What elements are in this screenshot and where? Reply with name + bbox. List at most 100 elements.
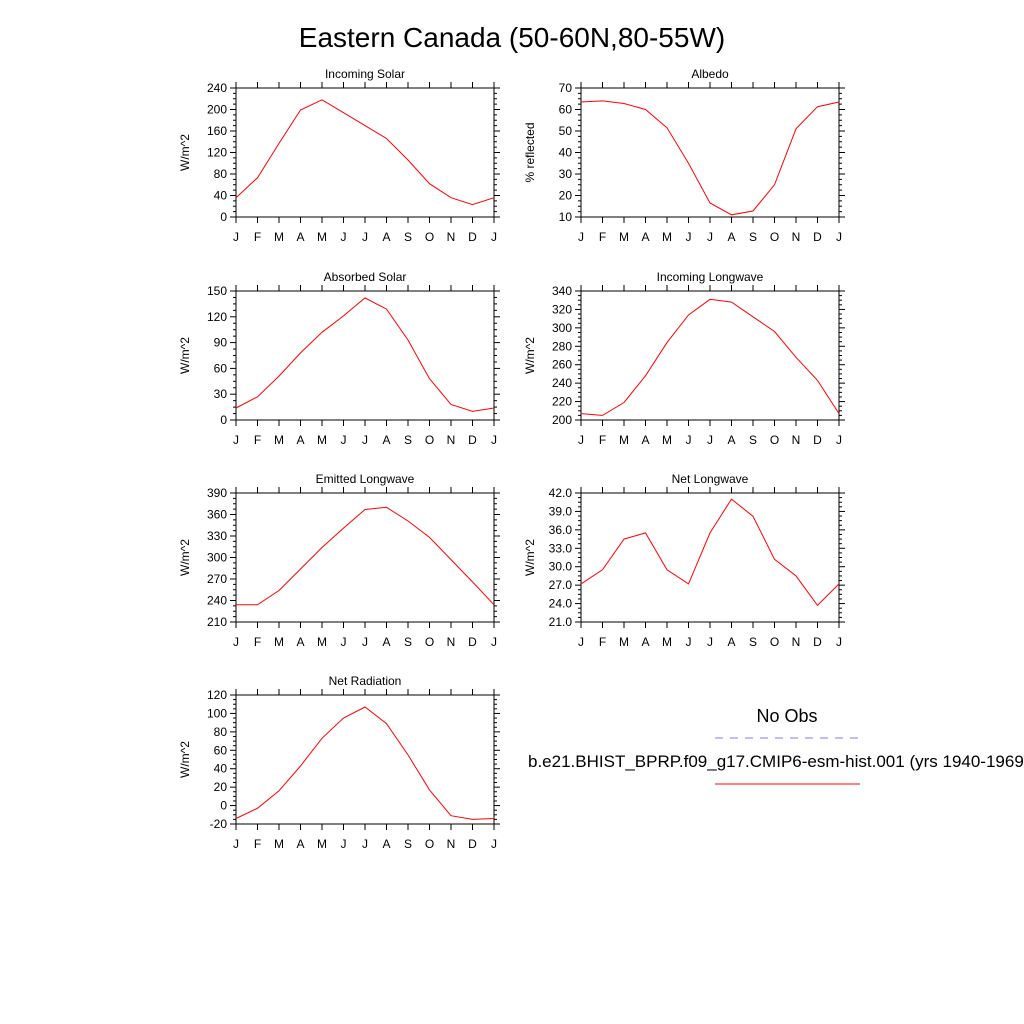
emitted-longwave-ytick-label: 210 <box>207 615 227 629</box>
albedo-ytick-label: 50 <box>559 124 573 138</box>
incoming-solar-ylabel: W/m^2 <box>178 134 192 171</box>
absorbed-solar-xtick-label: M <box>274 433 284 447</box>
net-radiation-xtick-label: M <box>317 837 327 851</box>
net-radiation-ylabel: W/m^2 <box>178 741 192 778</box>
incoming-longwave-ytick-label: 240 <box>552 376 572 390</box>
albedo-series-line <box>580 100 840 216</box>
absorbed-solar-ytick-label: 30 <box>214 387 228 401</box>
emitted-longwave-xtick-label: M <box>274 635 284 649</box>
albedo-ytick-label: 30 <box>559 167 573 181</box>
legend: No Obs b.e21.BHIST_BPRP.f09_g17.CMIP6-es… <box>528 706 1024 785</box>
absorbed-solar-xtick-label: J <box>233 433 239 447</box>
absorbed-solar-xtick-label: F <box>254 433 261 447</box>
incoming-solar-xtick-label: S <box>404 230 412 244</box>
net-longwave-xtick-label: J <box>707 635 713 649</box>
incoming-solar-ytick-label: 160 <box>207 124 227 138</box>
absorbed-solar-xtick-label: J <box>491 433 497 447</box>
incoming-longwave-xtick-label: O <box>770 433 779 447</box>
absorbed-solar-ytick-label: 0 <box>220 413 227 427</box>
emitted-longwave-xtick-label: N <box>447 635 456 649</box>
albedo-xtick-label: J <box>578 230 584 244</box>
albedo-xtick-label: A <box>727 230 735 244</box>
net-radiation-plot-frame <box>235 694 495 825</box>
net-longwave-xtick-label: M <box>662 635 672 649</box>
net-longwave-ytick-label: 30.0 <box>549 560 573 574</box>
albedo-xtick-label: D <box>813 230 822 244</box>
absorbed-solar-xtick-label: J <box>341 433 347 447</box>
absorbed-solar-ytick-label: 150 <box>207 284 227 298</box>
incoming-longwave-xtick-label: A <box>727 433 735 447</box>
net-radiation-xtick-label: N <box>447 837 456 851</box>
absorbed-solar-xtick-label: A <box>296 433 304 447</box>
net-longwave-ylabel: W/m^2 <box>523 539 537 576</box>
net-longwave-xtick-label: O <box>770 635 779 649</box>
incoming-solar-ytick-label: 40 <box>214 189 228 203</box>
net-longwave-xtick-label: J <box>836 635 842 649</box>
net-radiation-xtick-label: S <box>404 837 412 851</box>
net-radiation-ytick-label: -20 <box>210 817 228 831</box>
emitted-longwave-ytick-label: 240 <box>207 594 227 608</box>
net-longwave-plot-frame <box>580 492 840 623</box>
incoming-solar-xtick-label: J <box>491 230 497 244</box>
net-longwave-xtick-label: D <box>813 635 822 649</box>
incoming-longwave-ytick-label: 300 <box>552 321 572 335</box>
net-radiation-xtick-label: O <box>425 837 434 851</box>
net-longwave-panel: Net Longwave W/m^2 21.0 24.0 27.0 30.0 33.0 36.… <box>523 472 845 649</box>
net-longwave-ytick-label: 21.0 <box>549 615 573 629</box>
emitted-longwave-ytick-label: 300 <box>207 551 227 565</box>
albedo-plot-frame <box>580 87 840 218</box>
incoming-solar-ytick-label: 0 <box>220 210 227 224</box>
albedo-xtick-label: A <box>641 230 649 244</box>
emitted-longwave-xtick-label: J <box>233 635 239 649</box>
net-radiation-ytick-label: 120 <box>207 688 227 702</box>
absorbed-solar-xtick-label: A <box>382 433 390 447</box>
incoming-longwave-ytick-label: 200 <box>552 413 572 427</box>
absorbed-solar-xtick-label: S <box>404 433 412 447</box>
net-radiation-ytick-label: 60 <box>214 743 228 757</box>
emitted-longwave-title: Emitted Longwave <box>316 472 415 486</box>
net-radiation-xtick-label: J <box>362 837 368 851</box>
net-longwave-ytick-label: 42.0 <box>549 486 573 500</box>
incoming-solar-xtick-label: A <box>382 230 390 244</box>
net-longwave-series-line <box>580 498 840 607</box>
emitted-longwave-ytick-label: 270 <box>207 572 227 586</box>
net-radiation-xtick-label: J <box>233 837 239 851</box>
net-radiation-series-line <box>235 706 495 820</box>
emitted-longwave-ytick-label: 360 <box>207 508 227 522</box>
emitted-longwave-xtick-label: A <box>382 635 390 649</box>
net-longwave-xtick-label: F <box>599 635 606 649</box>
albedo-ytick-label: 10 <box>559 210 573 224</box>
emitted-longwave-xtick-label: J <box>362 635 368 649</box>
absorbed-solar-ylabel: W/m^2 <box>178 337 192 374</box>
net-longwave-xtick-label: S <box>749 635 757 649</box>
incoming-solar-xtick-label: D <box>468 230 477 244</box>
net-longwave-xtick-label: J <box>578 635 584 649</box>
absorbed-solar-xtick-label: J <box>362 433 368 447</box>
net-radiation-xtick-label: J <box>491 837 497 851</box>
net-longwave-ytick-label: 27.0 <box>549 578 573 592</box>
net-longwave-title: Net Longwave <box>672 472 749 486</box>
emitted-longwave-ytick-label: 330 <box>207 529 227 543</box>
net-longwave-ytick-label: 39.0 <box>549 504 573 518</box>
absorbed-solar-xtick-label: M <box>317 433 327 447</box>
incoming-longwave-ytick-label: 220 <box>552 395 572 409</box>
absorbed-solar-ytick-label: 120 <box>207 310 227 324</box>
net-longwave-xtick-label: J <box>686 635 692 649</box>
emitted-longwave-xtick-label: O <box>425 635 434 649</box>
emitted-longwave-series-line <box>236 506 495 606</box>
incoming-solar-ytick-label: 120 <box>207 146 227 160</box>
incoming-solar-xtick-label: O <box>425 230 434 244</box>
incoming-solar-xtick-label: J <box>233 230 239 244</box>
incoming-longwave-plot-frame <box>580 290 840 421</box>
net-longwave-xtick-label: A <box>727 635 735 649</box>
absorbed-solar-xtick-label: O <box>425 433 434 447</box>
emitted-longwave-xtick-label: M <box>317 635 327 649</box>
albedo-xtick-label: N <box>792 230 801 244</box>
albedo-ytick-label: 70 <box>559 81 573 95</box>
incoming-solar-ytick-label: 200 <box>207 103 227 117</box>
